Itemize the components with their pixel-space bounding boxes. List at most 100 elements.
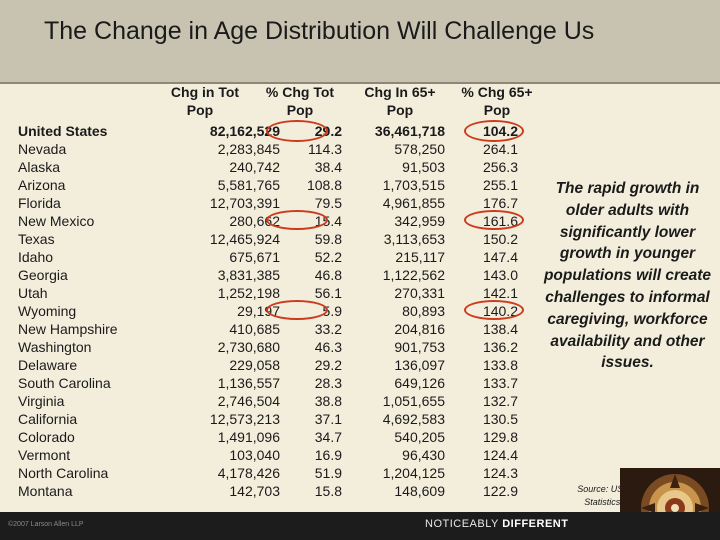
chg-tot-value: 2,283,845 [217, 141, 280, 157]
pct-tot-value: 38.4 [314, 159, 342, 175]
table-row: Vermont 103,040 16.9 96,430 124.4 [0, 446, 560, 464]
chg-65-value: 1,703,515 [382, 177, 445, 193]
pct-65-value: 142.1 [482, 285, 518, 301]
state-name: Idaho [18, 249, 54, 265]
chg-65-value: 91,503 [402, 159, 445, 175]
state-name: Texas [18, 231, 55, 247]
col-subheader-pct-65: Pop [483, 102, 511, 118]
header-row-2: Pop Pop Pop Pop [0, 102, 560, 120]
chg-65-value: 204,816 [394, 321, 445, 337]
state-name: California [18, 411, 78, 427]
pct-65-value: 132.7 [482, 393, 518, 409]
state-name: United States [18, 123, 108, 139]
state-name: Washington [18, 339, 92, 355]
state-name: Alaska [18, 159, 61, 175]
chg-65-value: 342,959 [394, 213, 445, 229]
col-header-chg-65: Chg In 65+ [364, 84, 436, 100]
table-row: New Hampshire 410,685 33.2 204,816 138.4 [0, 320, 560, 338]
tagline-part-2: DIFFERENT [502, 518, 569, 530]
chg-tot-value: 1,136,557 [217, 375, 280, 391]
brand-tagline: NOTICEABLY DIFFERENT [425, 518, 568, 530]
chg-tot-value: 1,252,198 [217, 285, 280, 301]
chg-65-value: 136,097 [394, 357, 445, 373]
table-row: United States 82,162,529 29.2 36,461,718 104… [0, 122, 560, 140]
pct-tot-value: 33.2 [314, 321, 342, 337]
pct-65-value: 255.1 [482, 177, 518, 193]
state-name: Vermont [18, 447, 71, 463]
pct-65-value: 104.2 [482, 123, 518, 139]
state-name: Colorado [18, 429, 75, 445]
pct-tot-value: 29.2 [314, 123, 342, 139]
state-name: New Mexico [18, 213, 95, 229]
chg-tot-value: 3,831,385 [217, 267, 280, 283]
table-row: Virginia 2,746,504 38.8 1,051,655 132.7 [0, 392, 560, 410]
table-row: California 12,573,213 37.1 4,692,583 130.5 [0, 410, 560, 428]
pct-65-value: 264.1 [482, 141, 518, 157]
chg-65-value: 649,126 [394, 375, 445, 391]
state-name: Montana [18, 483, 73, 499]
state-name: North Carolina [18, 465, 109, 481]
state-name: Delaware [18, 357, 78, 373]
pct-tot-value: 51.9 [314, 465, 342, 481]
table-row: Alaska 240,742 38.4 91,503 256.3 [0, 158, 560, 176]
chg-65-value: 36,461,718 [374, 123, 445, 139]
pct-65-value: 124.3 [482, 465, 518, 481]
state-name: Virginia [18, 393, 65, 409]
chg-65-value: 96,430 [402, 447, 445, 463]
chg-65-value: 148,609 [394, 483, 445, 499]
chg-65-value: 901,753 [394, 339, 445, 355]
chg-tot-value: 1,491,096 [217, 429, 280, 445]
table-row: Nevada 2,283,845 114.3 578,250 264.1 [0, 140, 560, 158]
pct-65-value: 147.4 [482, 249, 518, 265]
col-subheader-pct-tot: Pop [286, 102, 314, 118]
table-row: Idaho 675,671 52.2 215,117 147.4 [0, 248, 560, 266]
pct-65-value: 161.6 [482, 213, 518, 229]
header-row-1: Chg in Tot % Chg Tot Chg In 65+ % Chg 65… [0, 84, 560, 102]
chg-65-value: 1,204,125 [382, 465, 445, 481]
chg-tot-value: 410,685 [229, 321, 280, 337]
state-name: Utah [18, 285, 48, 301]
title-divider [0, 82, 720, 84]
pct-tot-value: 37.1 [314, 411, 342, 427]
chg-tot-value: 142,703 [229, 483, 280, 499]
tagline-part-1: NOTICEABLY [425, 518, 503, 530]
pct-65-value: 130.5 [482, 411, 518, 427]
table-row: Georgia 3,831,385 46.8 1,122,562 143.0 [0, 266, 560, 284]
chg-tot-value: 675,671 [229, 249, 280, 265]
pct-65-value: 129.8 [482, 429, 518, 445]
chg-tot-value: 240,742 [229, 159, 280, 175]
table-row: Utah 1,252,198 56.1 270,331 142.1 [0, 284, 560, 302]
commentary-text: The rapid growth in older adults with si… [543, 180, 712, 372]
table-row: North Carolina 4,178,426 51.9 1,204,125 124.… [0, 464, 560, 482]
col-header-chg-tot: Chg in Tot [170, 84, 240, 100]
pct-tot-value: 59.8 [314, 231, 342, 247]
state-name: Wyoming [18, 303, 77, 319]
pct-tot-value: 28.3 [314, 375, 342, 391]
footer-bar: ©2007 Larson Allen LLP NOTICEABLY DIFFER… [0, 512, 720, 540]
chg-65-value: 270,331 [394, 285, 445, 301]
state-name: South Carolina [18, 375, 111, 391]
pct-65-value: 256.3 [482, 159, 518, 175]
chg-65-value: 4,961,855 [382, 195, 445, 211]
chg-65-value: 578,250 [394, 141, 445, 157]
col-header-pct-65: % Chg 65+ [461, 84, 533, 100]
state-name: Nevada [18, 141, 67, 157]
chg-tot-value: 12,465,924 [209, 231, 280, 247]
table-row: Delaware 229,058 29.2 136,097 133.8 [0, 356, 560, 374]
chg-65-value: 1,122,562 [382, 267, 445, 283]
chg-65-value: 1,051,655 [382, 393, 445, 409]
table-row: Wyoming 29,197 5.9 80,893 140.2 [0, 302, 560, 320]
title-band [0, 0, 720, 82]
chg-65-value: 4,692,583 [382, 411, 445, 427]
state-name: Georgia [18, 267, 68, 283]
col-header-pct-tot: % Chg Tot [265, 84, 335, 100]
pct-65-value: 136.2 [482, 339, 518, 355]
pct-65-value: 124.4 [482, 447, 518, 463]
pct-tot-value: 16.9 [314, 447, 342, 463]
chg-tot-value: 12,573,213 [209, 411, 280, 427]
chg-tot-value: 103,040 [229, 447, 280, 463]
pct-tot-value: 52.2 [314, 249, 342, 265]
pct-65-value: 133.8 [482, 357, 518, 373]
pct-65-value: 176.7 [482, 195, 518, 211]
pct-65-value: 143.0 [482, 267, 518, 283]
